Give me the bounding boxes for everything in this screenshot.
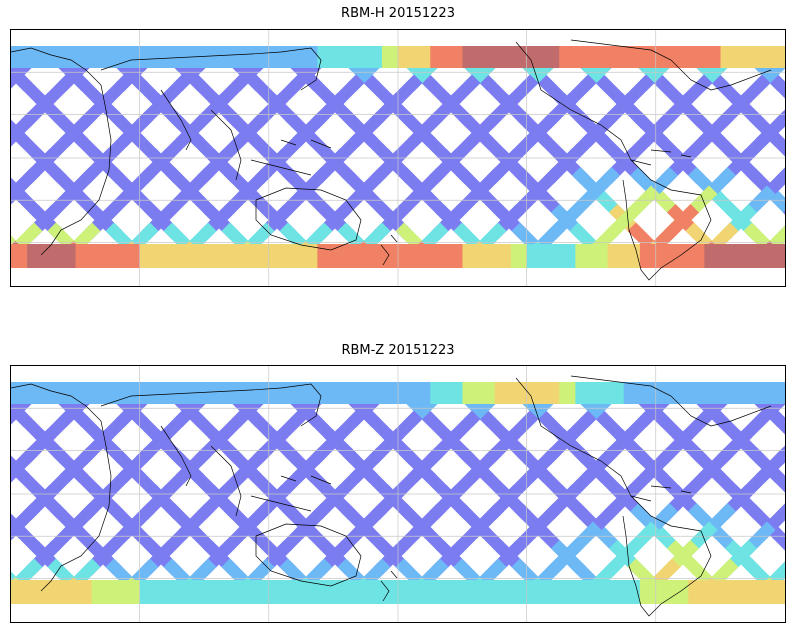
panel-title-rbm-h: RBM-H 20151223 — [341, 6, 455, 21]
map-canvas — [11, 366, 785, 622]
map-gridlines — [11, 366, 785, 622]
swath-coverage — [11, 382, 785, 604]
map-panel-rbm-z — [10, 365, 786, 623]
panel-title-rbm-z: RBM-Z 20151223 — [341, 343, 455, 358]
swath-coverage — [11, 46, 785, 268]
coastlines — [11, 375, 772, 617]
coastlines — [11, 39, 772, 281]
map-gridlines — [11, 30, 785, 286]
map-canvas — [11, 30, 785, 286]
map-panel-rbm-h — [10, 29, 786, 287]
